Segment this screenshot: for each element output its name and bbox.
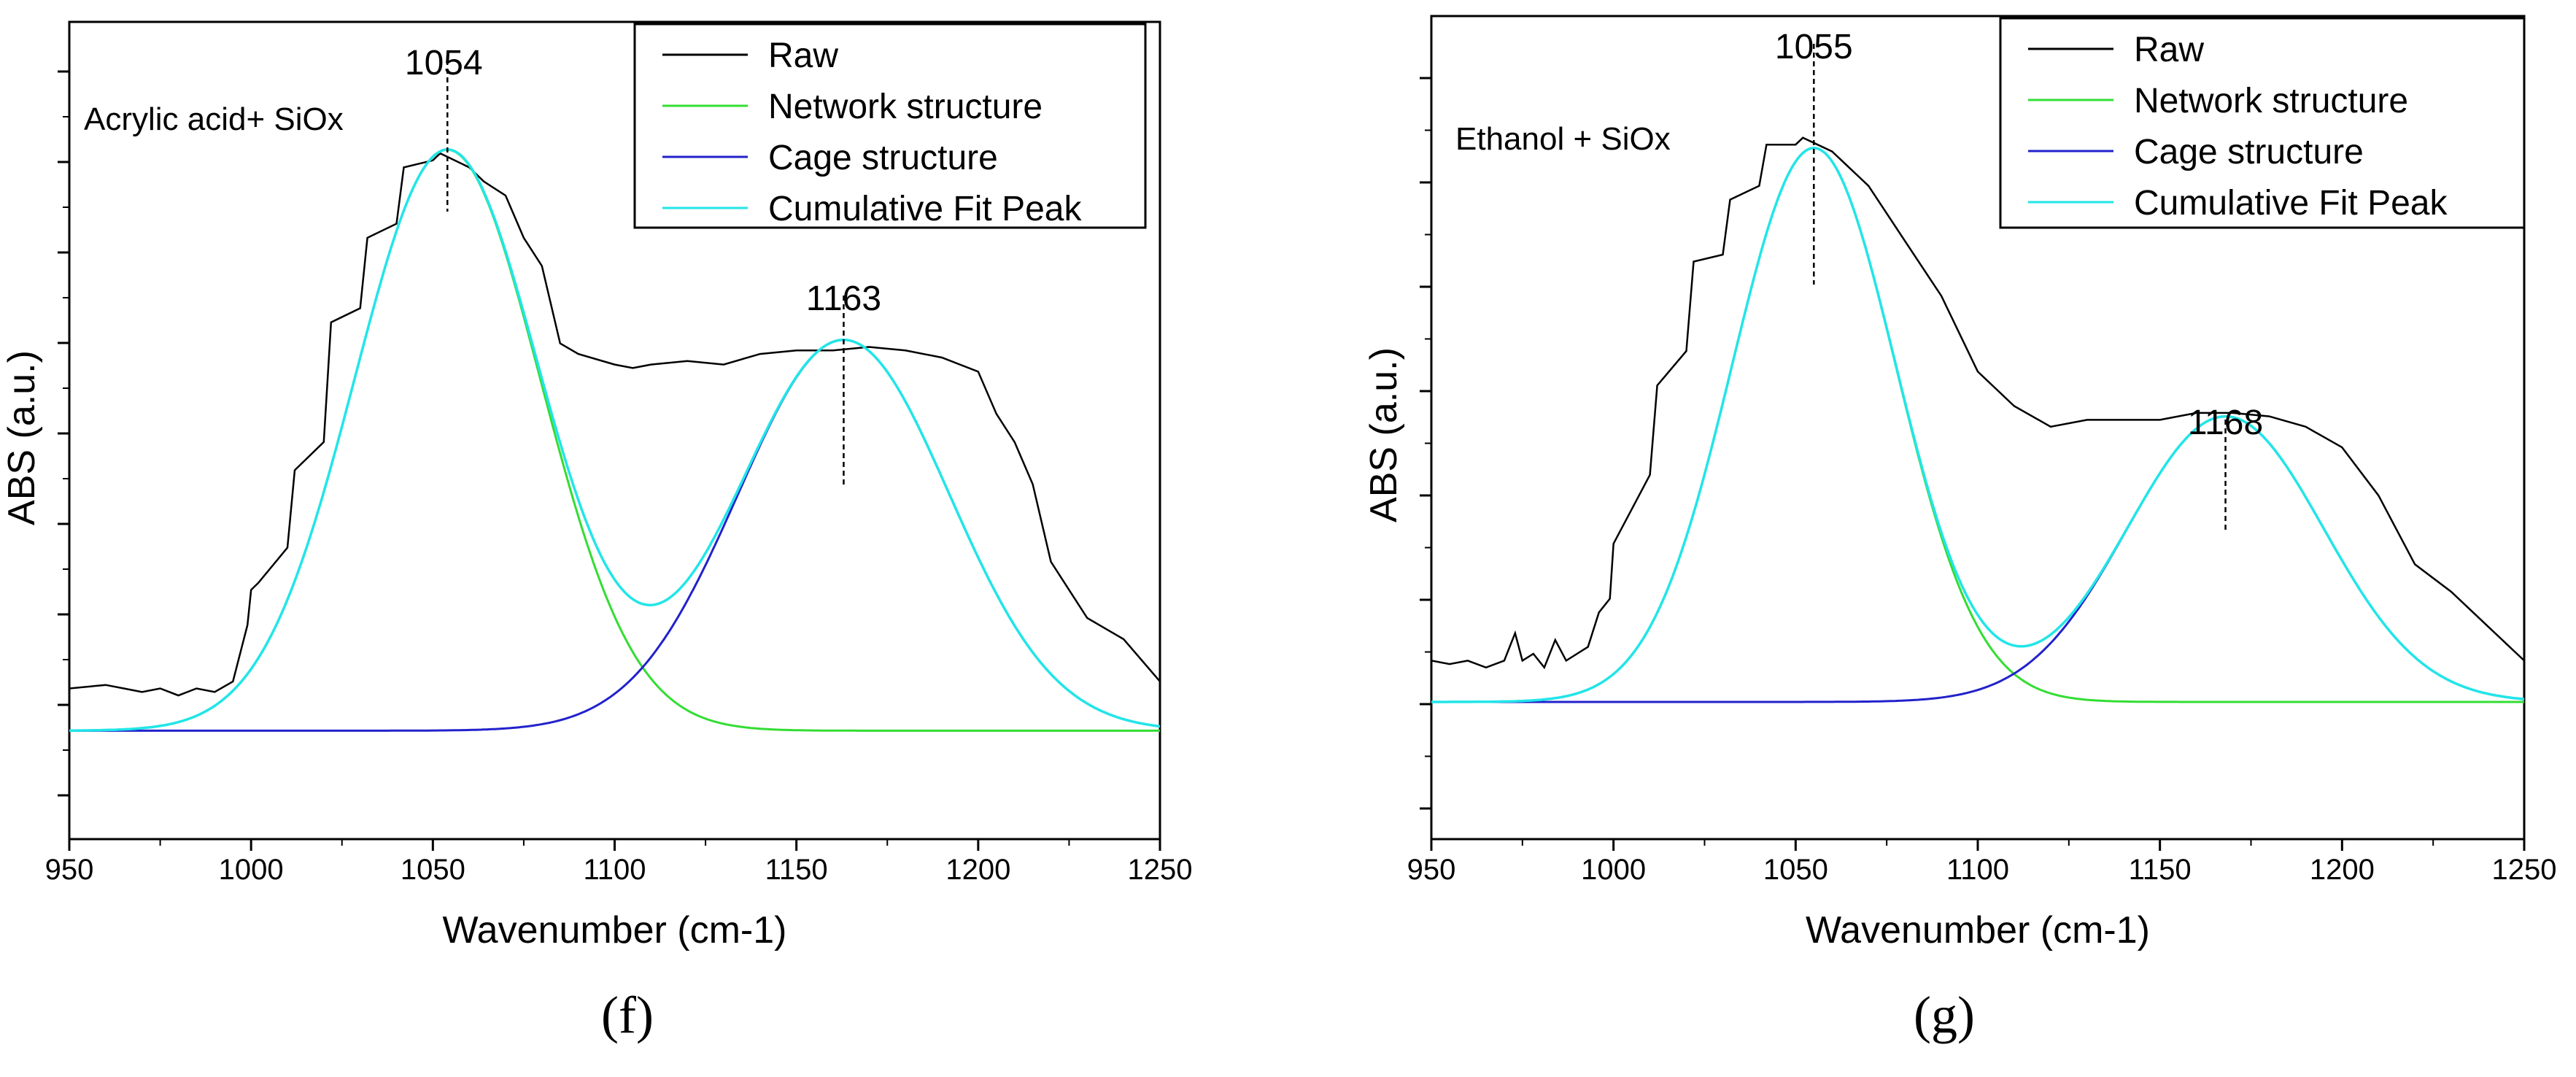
panel-f-series-raw: [69, 152, 1160, 697]
panel-f-legend-entry: Cage structure: [768, 139, 998, 177]
panel-g-series-raw: [1431, 136, 2524, 670]
panel-f: 950 1000 1050 1100 1150 1200 1250 Wavenumber (c…: [1, 20, 1193, 1044]
panel-g-x-tick-label: 1150: [2129, 854, 2192, 886]
panel-g-x-axis-title: Wavenumber (cm-1): [1806, 909, 2150, 951]
panel-f-sample-label: Acrylic acid+ SiOx: [84, 101, 344, 137]
panel-g-y-axis-title: ABS (a.u.): [1363, 347, 1405, 522]
panel-f-panel-label: (f): [601, 986, 654, 1044]
panel-f-x-tick-label: 950: [45, 854, 94, 886]
panel-f-plot-area: [69, 148, 1160, 732]
panel-f-legend-entry: Raw: [768, 36, 838, 75]
panel-g-legend-entry: Cumulative Fit Peak: [2134, 184, 2448, 223]
panel-f-legend-box: [633, 23, 1147, 229]
panel-g-legend-entry: Cage structure: [2134, 133, 2364, 171]
panel-f-series-network-structure: [69, 148, 1160, 732]
panel-f-y-axis-title: ABS (a.u.): [1, 350, 43, 525]
panel-g: 950 1000 1050 1100 1150 1200 1250 Wavenumber (c…: [1363, 15, 2557, 1044]
panel-g-legend-entry: Network structure: [2134, 82, 2408, 120]
panel-g-series-cage-structure: [1431, 415, 2524, 703]
panel-f-x-axis-title: Wavenumber (cm-1): [443, 909, 787, 951]
panel-f-x-tick-label: 1200: [945, 854, 1010, 886]
panel-f-peak-label: 1163: [806, 279, 881, 318]
panel-f-x-tick-label: 1250: [1128, 854, 1193, 886]
panel-g-x-tick-label: 950: [1407, 854, 1456, 886]
panel-f-legend-entry: Cumulative Fit Peak: [768, 190, 1082, 228]
panel-g-peak-label: 1055: [1775, 28, 1853, 66]
panel-g-x-tick-label: 1050: [1763, 854, 1828, 886]
panel-f-x-tick-label: 1100: [583, 854, 646, 886]
panel-f-x-tick-label: 1050: [401, 854, 465, 886]
panel-f-legend-entry: Network structure: [768, 88, 1043, 126]
panel-g-plot-area: [1431, 136, 2524, 703]
panel-g-series-network-structure: [1431, 147, 2524, 703]
panel-g-legend-box: [1999, 17, 2526, 229]
panel-g-x-tick-label: 1000: [1581, 854, 1646, 886]
panel-g-sample-label: Ethanol + SiOx: [1455, 121, 1671, 157]
panel-g-legend-entry: Raw: [2134, 31, 2204, 69]
panel-g-peak-label: 1168: [2188, 404, 2263, 442]
panel-g-x-tick-label: 1250: [2492, 854, 2557, 886]
panel-f-series-cage-structure: [69, 339, 1160, 732]
panel-f-series-cumulative-fit-peak: [69, 148, 1160, 732]
panel-f-peak-label: 1054: [405, 44, 483, 82]
panel-g-series-cumulative-fit-peak: [1431, 147, 2524, 703]
panel-f-x-tick-label: 1000: [219, 854, 284, 886]
panel-g-panel-label: (g): [1914, 986, 1975, 1044]
panel-g-x-tick-label: 1200: [2310, 854, 2375, 886]
panel-f-x-tick-label: 1150: [765, 854, 828, 886]
panel-g-x-tick-label: 1100: [1946, 854, 2009, 886]
